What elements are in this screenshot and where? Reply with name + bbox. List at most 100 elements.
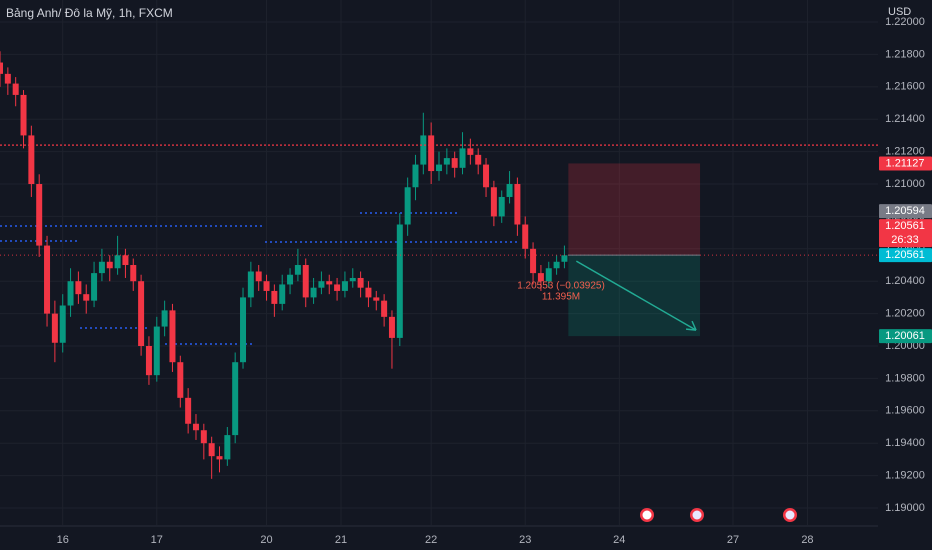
candle-body (130, 265, 137, 282)
y-tick-label: 1.21400 (885, 113, 925, 125)
candle-body (302, 265, 309, 298)
price-tag (879, 329, 932, 344)
price-tag (879, 219, 932, 248)
y-tick-label: 1.19400 (885, 437, 925, 449)
x-tick-label: 20 (260, 534, 272, 546)
candle-body (122, 255, 129, 266)
stop-zone (568, 163, 701, 256)
event-flag (692, 510, 702, 520)
annotation: 1.20553 (−0.03925) (517, 281, 605, 292)
candle-body (420, 135, 427, 165)
candle-body (240, 297, 247, 363)
candle-body (145, 346, 152, 376)
candle-body (381, 300, 388, 317)
arrow-head (685, 320, 697, 331)
currency: USD (888, 6, 911, 18)
candle-body (208, 443, 215, 457)
y-tick-label: 1.21200 (885, 146, 925, 158)
candle-body (553, 261, 560, 269)
event-icons (640, 508, 797, 522)
candle-body (83, 294, 90, 301)
candle-body (271, 290, 278, 304)
candle-body (75, 281, 82, 295)
candle-body (373, 297, 380, 301)
candle-body (287, 274, 294, 285)
candle-body (106, 261, 113, 269)
candle-body (451, 158, 458, 168)
event-flag (785, 510, 795, 520)
candle-body (200, 430, 207, 444)
candle-body (341, 281, 348, 291)
chart-title: Bảng Anh/ Đô la Mỹ, 1h, FXCM (6, 6, 173, 20)
candle-body (357, 277, 364, 288)
candle-body (161, 310, 168, 327)
price-tag (879, 248, 932, 263)
candle-body (67, 281, 74, 306)
candle-body (224, 435, 231, 460)
candle-body (0, 62, 3, 74)
candle-body (28, 135, 35, 185)
candle-body (294, 265, 301, 275)
candle-body (506, 184, 513, 197)
y-tick-label: 1.19000 (885, 502, 925, 514)
x-tick-label: 16 (57, 534, 69, 546)
candle-body (436, 164, 442, 172)
candle-body (498, 196, 505, 217)
price-tag-label: 1.20561 (885, 249, 925, 261)
x-tick-label: 24 (613, 534, 625, 546)
x-tick-label: 22 (425, 534, 437, 546)
candle-body (232, 362, 239, 436)
candle-body (326, 281, 333, 285)
price-axis (878, 0, 932, 550)
x-tick-label: 27 (727, 534, 739, 546)
candle-body (365, 287, 372, 298)
x-tick-label: 23 (519, 534, 531, 546)
candle-body (428, 135, 435, 172)
candle-body (396, 224, 403, 338)
candle-body (522, 224, 529, 249)
candle-body (443, 158, 450, 165)
candle-body (412, 164, 419, 188)
candle-body (388, 316, 395, 338)
candle-body (263, 281, 270, 291)
x-tick-label: 28 (801, 534, 813, 546)
y-tick-label: 1.19200 (885, 470, 925, 482)
x-tick-label: 21 (335, 534, 347, 546)
candle-body (185, 397, 192, 424)
candle-body (177, 362, 184, 398)
candle-body (514, 184, 521, 225)
x-tick-label: 17 (151, 534, 163, 546)
annotation: 11.395M (542, 292, 580, 303)
candle-body (169, 310, 176, 363)
candle-body (247, 271, 254, 298)
candle-body (561, 255, 568, 262)
trend-arrow (575, 260, 697, 331)
price-tag-label: 1.20561 (885, 220, 925, 232)
price-tag (879, 204, 932, 219)
candle-body (255, 271, 262, 282)
price-tag-label: 1.21127 (886, 157, 925, 169)
candle-body (475, 154, 482, 165)
price-tag (879, 156, 932, 171)
candle-body (98, 261, 105, 274)
candle-body (114, 255, 121, 269)
event-flag (642, 510, 652, 520)
candle-body (310, 287, 317, 298)
y-tick-label: 1.21600 (885, 81, 925, 93)
y-tick-label: 1.20400 (885, 275, 925, 287)
candle-body (483, 164, 490, 188)
y-tick-label: 1.20200 (885, 308, 925, 320)
y-tick-label: 1.19800 (885, 372, 925, 384)
candle-body (36, 184, 43, 246)
candle-body (467, 148, 474, 155)
countdown: 26:33 (891, 234, 919, 246)
candle-body (91, 273, 98, 301)
candle-body (279, 284, 286, 304)
candle-body (192, 423, 199, 431)
candle-body (44, 245, 51, 314)
candle-body (12, 83, 19, 95)
plot: 1.20553 (−0.03925)11.395M (0, 51, 878, 479)
price-tag-label: 1.20061 (885, 330, 925, 342)
